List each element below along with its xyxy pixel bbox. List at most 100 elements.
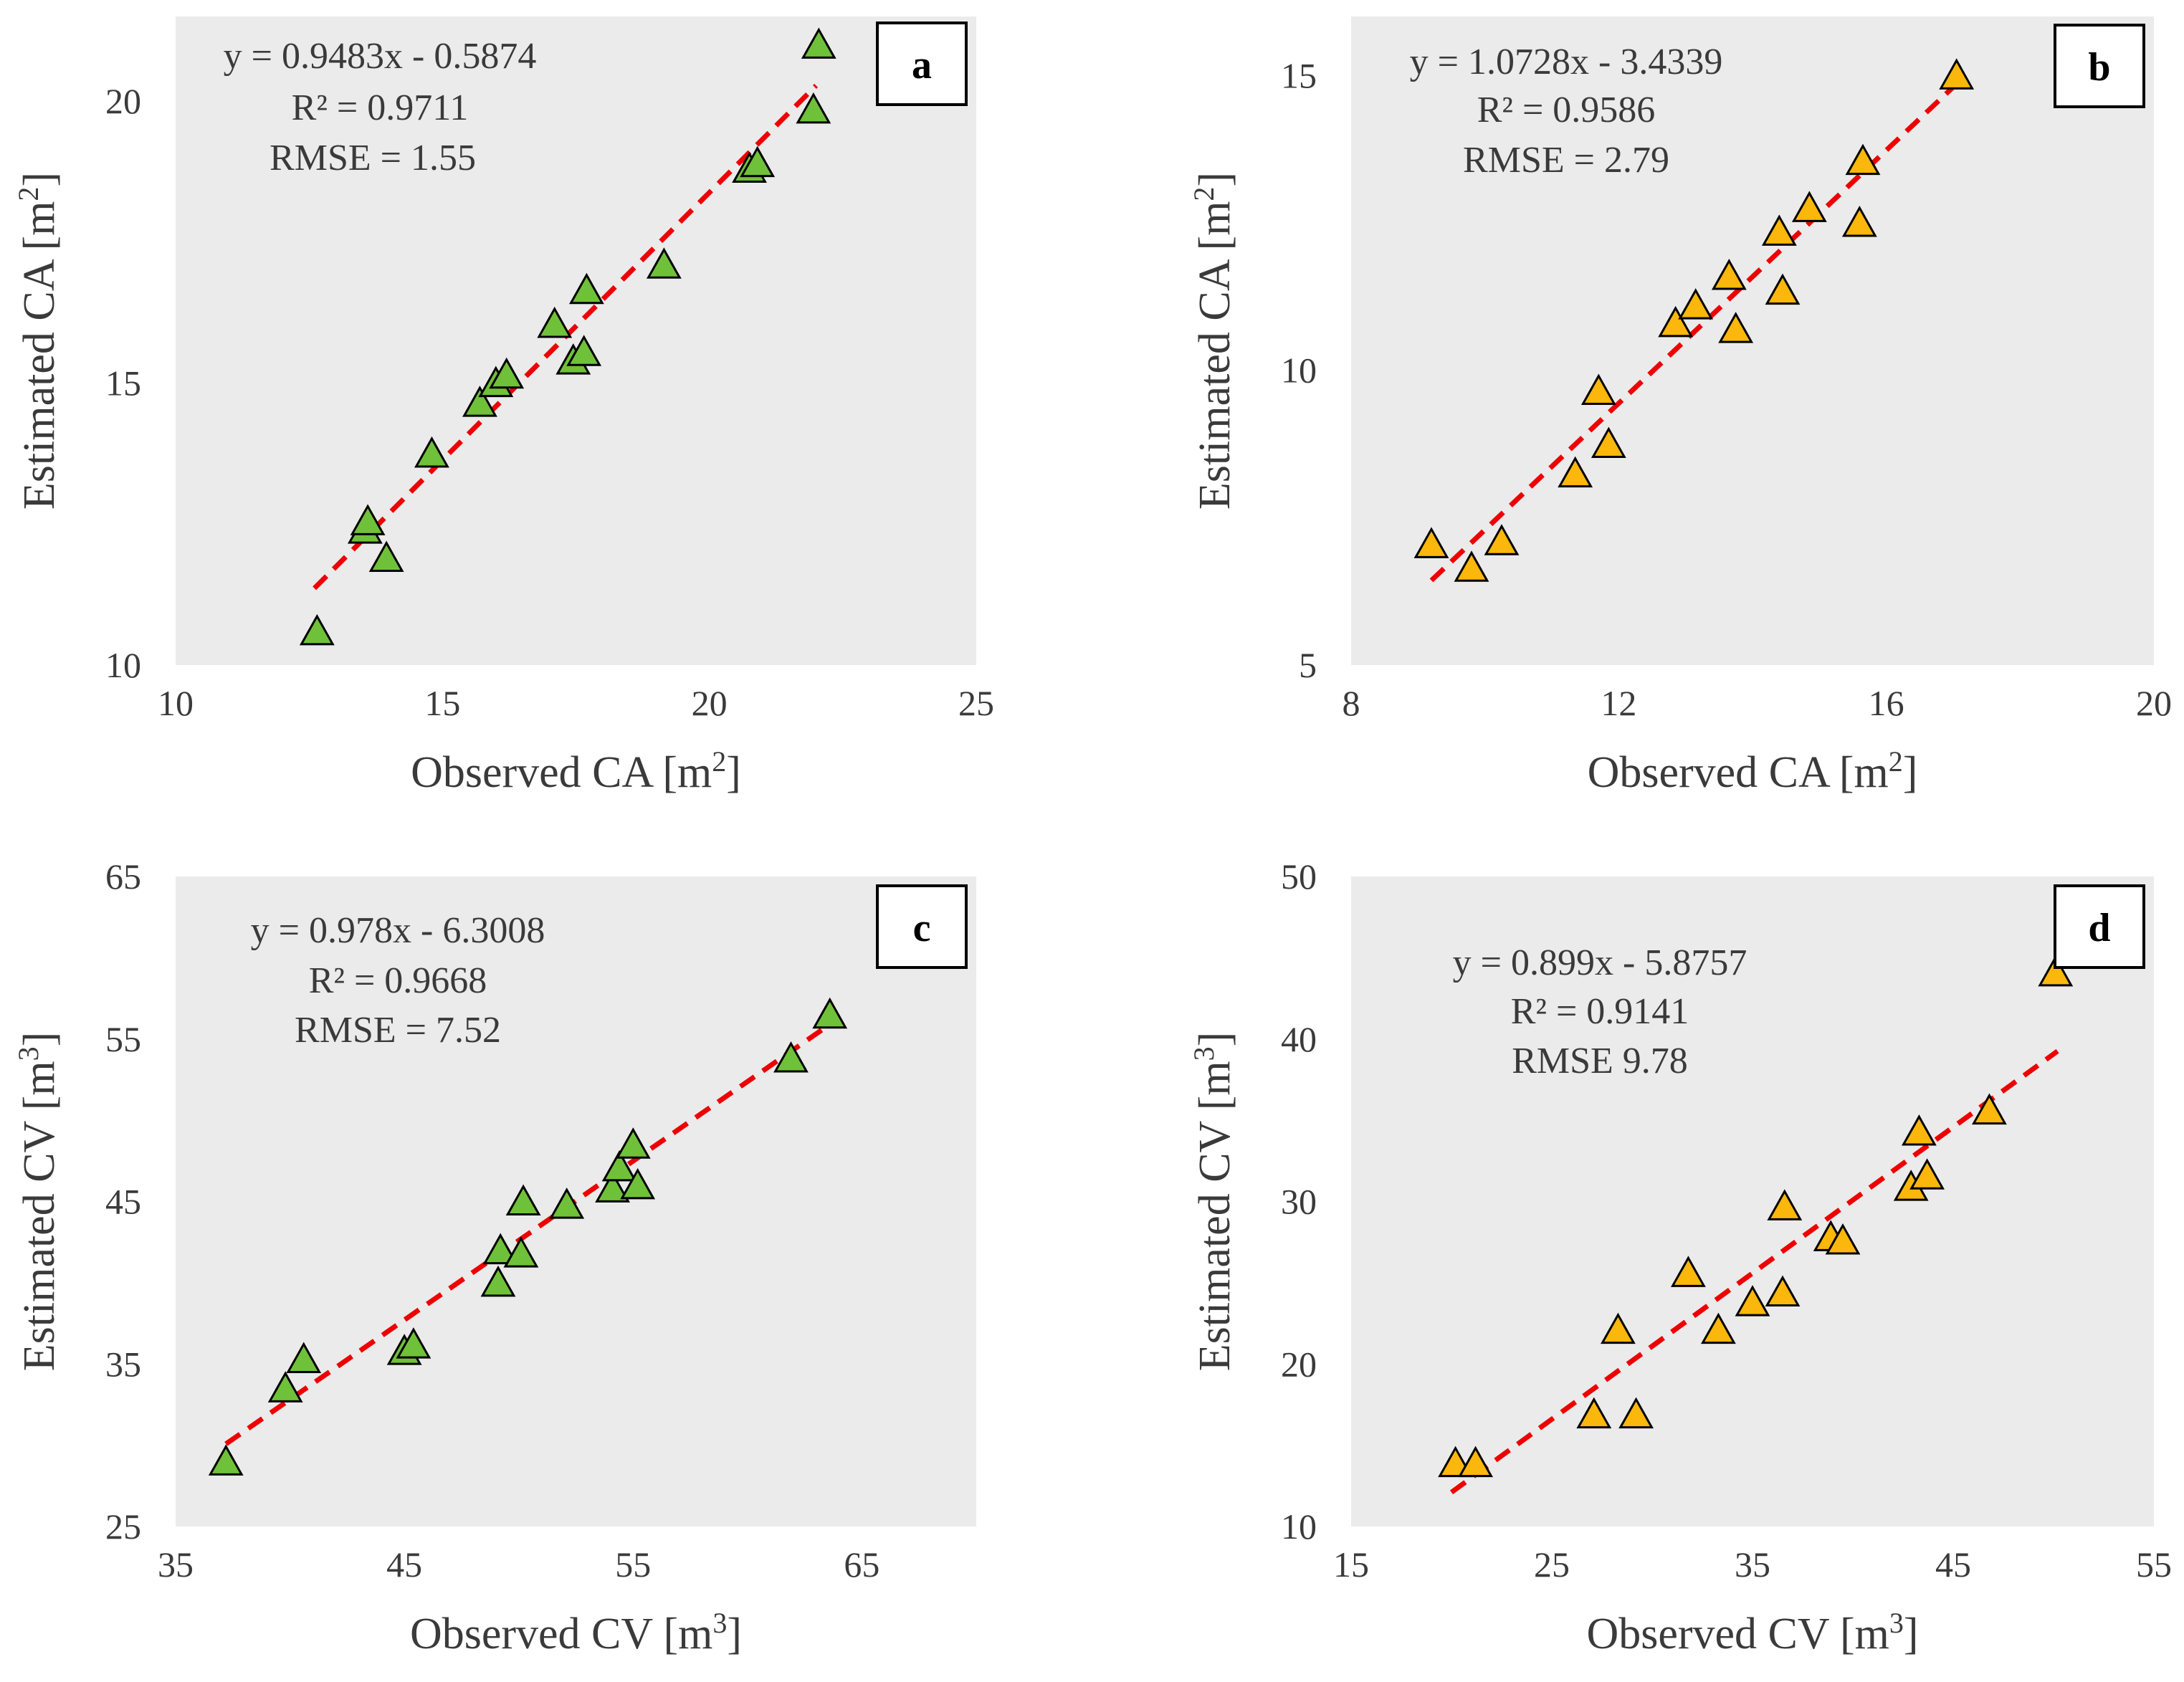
y-tick-label: 35 bbox=[105, 1344, 141, 1384]
y-axis-title-end: ] bbox=[1191, 1032, 1239, 1047]
y-tick-label: 10 bbox=[105, 645, 141, 685]
y-axis-title-superscript: 3 bbox=[1188, 1046, 1220, 1061]
x-axis-title-end: ] bbox=[1904, 1610, 1919, 1658]
data-point bbox=[1845, 143, 1881, 176]
x-axis-title-end: ] bbox=[727, 1610, 742, 1658]
y-axis-title-end: ] bbox=[15, 1032, 64, 1047]
data-point bbox=[1718, 312, 1754, 343]
x-axis-title-end: ] bbox=[726, 748, 741, 797]
data-point bbox=[773, 1041, 809, 1073]
y-tick-label: 40 bbox=[1281, 1019, 1317, 1059]
y-axis-title-superscript: 2 bbox=[1188, 187, 1220, 201]
y-axis-title: Estimated CA [m2] bbox=[12, 172, 64, 510]
y-tick-label: 15 bbox=[1281, 55, 1317, 95]
data-point bbox=[1939, 58, 1975, 90]
panel-label: c bbox=[913, 906, 931, 950]
data-point bbox=[368, 540, 404, 573]
data-point bbox=[1711, 259, 1747, 290]
x-tick-label: 15 bbox=[1333, 1544, 1369, 1585]
x-tick-label: 45 bbox=[1935, 1544, 1971, 1585]
y-tick-label: 15 bbox=[105, 363, 141, 403]
data-point bbox=[1458, 1446, 1494, 1478]
data-point bbox=[1600, 1312, 1636, 1344]
data-point bbox=[1841, 205, 1877, 237]
y-tick-label: 10 bbox=[1281, 350, 1317, 391]
data-point bbox=[549, 1188, 585, 1219]
x-tick-label: 25 bbox=[1534, 1544, 1570, 1585]
plot-area bbox=[176, 876, 976, 1526]
regression-annotation: y = 0.899x - 5.8757 bbox=[1453, 942, 1747, 983]
data-point bbox=[286, 1342, 322, 1373]
data-point bbox=[1678, 288, 1714, 320]
y-tick-label: 10 bbox=[1281, 1506, 1317, 1547]
x-axis-title: Observed CA [m2] bbox=[411, 745, 741, 797]
data-point bbox=[1618, 1397, 1654, 1429]
x-tick-label: 45 bbox=[386, 1544, 422, 1585]
x-tick-label: 35 bbox=[1735, 1544, 1770, 1585]
regression-annotation: RMSE = 2.79 bbox=[1463, 140, 1669, 181]
y-axis-title-text: Estimated CV [m bbox=[1191, 1061, 1239, 1371]
plot-area bbox=[176, 16, 976, 665]
x-tick-label: 35 bbox=[158, 1544, 194, 1585]
data-point bbox=[740, 145, 776, 178]
x-axis-title-superscript: 3 bbox=[1889, 1607, 1904, 1639]
y-tick-label: 20 bbox=[105, 81, 141, 121]
x-axis-title-text: Observed CV [m bbox=[410, 1610, 712, 1658]
data-point bbox=[1576, 1397, 1612, 1429]
y-axis-title-text: Estimated CA [m bbox=[1191, 201, 1239, 510]
data-point bbox=[482, 1233, 518, 1265]
data-point bbox=[615, 1127, 651, 1159]
y-axis-title: Estimated CV [m3] bbox=[12, 1032, 64, 1371]
x-axis-title-text: Observed CA [m bbox=[411, 748, 712, 797]
data-point bbox=[1825, 1223, 1861, 1255]
data-point bbox=[601, 1150, 637, 1182]
y-tick-label: 65 bbox=[105, 856, 141, 897]
data-point bbox=[1901, 1114, 1937, 1146]
data-point bbox=[1700, 1312, 1736, 1344]
data-point bbox=[646, 247, 682, 279]
data-point bbox=[1971, 1093, 2007, 1125]
data-point bbox=[2038, 955, 2074, 987]
regression-annotation: RMSE = 1.55 bbox=[270, 138, 476, 178]
y-tick-label: 25 bbox=[105, 1506, 141, 1547]
x-axis-title-superscript: 2 bbox=[1889, 745, 1903, 778]
data-point bbox=[396, 1327, 431, 1359]
data-point bbox=[489, 357, 525, 389]
plot-area bbox=[1351, 16, 2154, 665]
regression-annotation: R² = 0.9668 bbox=[309, 960, 487, 1001]
panel-label: a bbox=[912, 43, 932, 87]
y-axis-title-end: ] bbox=[1191, 172, 1239, 187]
y-axis-title: Estimated CV [m3] bbox=[1188, 1032, 1239, 1371]
data-point bbox=[595, 1171, 630, 1203]
y-tick-label: 30 bbox=[1281, 1182, 1317, 1222]
data-point bbox=[299, 613, 335, 646]
data-point bbox=[1909, 1158, 1945, 1190]
data-point bbox=[1484, 524, 1520, 555]
x-tick-label: 65 bbox=[844, 1544, 879, 1585]
x-tick-label: 20 bbox=[2136, 683, 2172, 723]
trendline bbox=[224, 1023, 829, 1446]
regression-annotation: RMSE 9.78 bbox=[1512, 1041, 1688, 1081]
data-point bbox=[505, 1184, 541, 1216]
y-tick-label: 20 bbox=[1281, 1344, 1317, 1384]
panel-label: b bbox=[2088, 45, 2110, 90]
y-axis-title-superscript: 3 bbox=[12, 1046, 44, 1061]
regression-annotation: R² = 0.9711 bbox=[292, 87, 469, 128]
regression-annotation: y = 0.9483x - 0.5874 bbox=[224, 36, 537, 77]
regression-annotation: RMSE = 7.52 bbox=[295, 1010, 501, 1051]
plot-area bbox=[1351, 876, 2154, 1526]
data-point bbox=[208, 1444, 244, 1476]
trendline bbox=[1429, 85, 1955, 583]
data-point bbox=[1454, 550, 1489, 582]
data-point bbox=[1591, 426, 1626, 459]
data-point bbox=[1580, 373, 1616, 405]
y-axis-title-end: ] bbox=[15, 172, 64, 187]
data-point bbox=[1765, 1275, 1801, 1307]
x-tick-label: 55 bbox=[2136, 1544, 2172, 1585]
data-point bbox=[480, 1265, 516, 1297]
data-point bbox=[1670, 1256, 1706, 1287]
